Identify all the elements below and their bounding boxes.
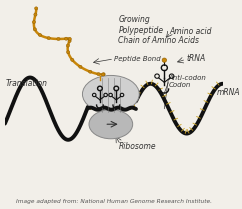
Circle shape <box>162 58 166 62</box>
Circle shape <box>67 51 70 54</box>
Circle shape <box>34 13 37 16</box>
Circle shape <box>89 70 92 73</box>
Ellipse shape <box>83 75 139 113</box>
Circle shape <box>33 28 37 31</box>
Circle shape <box>102 73 105 76</box>
Text: Amino acid: Amino acid <box>170 27 212 36</box>
Text: tRNA: tRNA <box>186 54 205 63</box>
Circle shape <box>68 40 71 42</box>
Ellipse shape <box>89 110 133 139</box>
Text: Growing
Polypeptide
Chain of Amino Acids: Growing Polypeptide Chain of Amino Acids <box>119 15 199 45</box>
Circle shape <box>32 20 36 24</box>
Circle shape <box>57 37 60 41</box>
Circle shape <box>101 73 105 76</box>
Text: Translation: Translation <box>6 79 48 88</box>
Circle shape <box>66 44 70 47</box>
Circle shape <box>79 65 82 68</box>
Text: Anti-codon
Codon: Anti-codon Codon <box>169 75 207 88</box>
Text: Image adapted from: National Human Genome Research Institute.: Image adapted from: National Human Genom… <box>16 199 212 204</box>
Circle shape <box>35 7 38 10</box>
Circle shape <box>64 37 68 40</box>
Circle shape <box>47 37 50 40</box>
Circle shape <box>71 58 74 61</box>
Text: mRNA: mRNA <box>217 88 240 97</box>
Circle shape <box>68 37 71 41</box>
Text: Peptide Bond: Peptide Bond <box>114 56 161 62</box>
Circle shape <box>97 73 100 76</box>
Circle shape <box>38 33 42 37</box>
Text: Ribosome: Ribosome <box>119 141 156 150</box>
